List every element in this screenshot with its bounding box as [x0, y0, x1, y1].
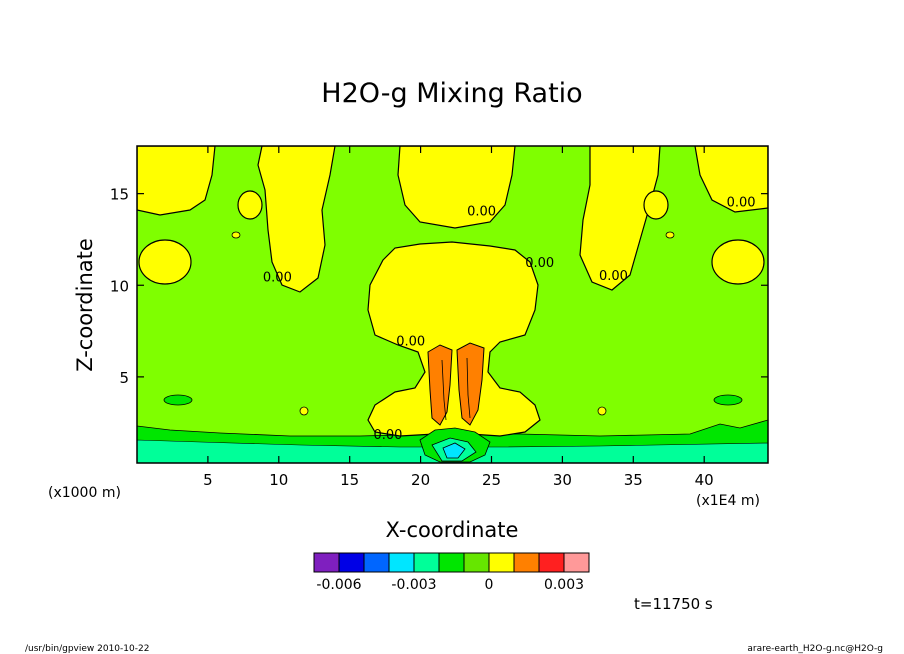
colorbar-tick-label: -0.003: [391, 577, 436, 593]
colorbar-swatch: [413, 552, 440, 573]
field-positive: [138, 239, 192, 285]
y-tick-label: 10: [110, 277, 129, 295]
contour-label: 0.00: [525, 256, 554, 271]
field-spot: [163, 394, 193, 406]
x-tick-label: 20: [411, 471, 430, 489]
contour-label: 0.00: [263, 271, 292, 286]
y-tick-label: 15: [110, 186, 129, 204]
x-tick-label: 35: [624, 471, 643, 489]
colorbar-tick-label: 0: [485, 577, 494, 593]
colorbar-tick-label: -0.006: [316, 577, 361, 593]
chart-title: H2O-g Mixing Ratio: [321, 78, 582, 109]
field-spot: [597, 406, 607, 416]
colorbar-swatch: [488, 552, 515, 573]
footer-right: arare-earth_H2O-g.nc@H2O-g: [747, 644, 883, 654]
contour-field: [137, 146, 768, 463]
colorbar-swatch: [388, 552, 415, 573]
colorbar-swatch: [363, 552, 390, 573]
colorbar-swatch: [538, 552, 565, 573]
x-tick-label: 30: [553, 471, 572, 489]
x-tick-label: 15: [340, 471, 359, 489]
colorbar-swatch: [338, 552, 365, 573]
x-tick-label: 40: [695, 471, 714, 489]
field-thin-contour: [441, 357, 471, 421]
contour-label: 0.00: [599, 269, 628, 284]
colorbar-swatch: [313, 552, 340, 573]
field-spot: [713, 394, 743, 406]
field-positive: [694, 146, 768, 213]
field-spot: [665, 231, 675, 239]
field-positive: [643, 190, 669, 220]
field-positive: [257, 146, 336, 293]
x-tick-label: 25: [482, 471, 501, 489]
x-axis: 5 10 15 20 25 30 35 40: [203, 146, 714, 489]
y-tick-label: 5: [119, 369, 129, 387]
x-unit-label: (x1E4 m): [696, 493, 760, 509]
field-spot: [231, 231, 241, 239]
x-tick-label: 10: [269, 471, 288, 489]
colorbar-tick-label: 0.003: [544, 577, 584, 593]
field-positive-high: [456, 342, 485, 426]
field-positive: [579, 146, 661, 291]
footer-left: /usr/bin/gpview 2010-10-22: [25, 644, 149, 654]
colorbar-swatch: [513, 552, 540, 573]
field-positive-high: [427, 344, 453, 426]
field-negative-core-high: [442, 442, 466, 459]
y-axis-label: Z-coordinate: [73, 238, 97, 372]
colorbar-swatch: [563, 552, 590, 573]
contour-labels: 0.00 0.00 0.00 0.00 0.00 0.00 0.00: [263, 195, 756, 443]
field-positive: [367, 241, 541, 437]
contour-label: 0.00: [727, 195, 756, 210]
field-positive: [711, 239, 765, 285]
y-unit-label: (x1000 m): [48, 485, 121, 501]
plot-frame: [136, 145, 769, 464]
x-axis-label: X-coordinate: [386, 518, 519, 542]
contour-label: 0.00: [374, 428, 403, 443]
y-axis: 5 10 15: [110, 186, 768, 387]
colorbar-swatch: [463, 552, 490, 573]
colorbar: [313, 552, 590, 573]
field-positive: [137, 146, 216, 216]
time-label: t=11750 s: [634, 595, 713, 613]
field-spot: [299, 406, 309, 416]
field-positive: [237, 190, 263, 220]
field-positive: [397, 146, 516, 229]
colorbar-swatch: [438, 552, 465, 573]
contour-label: 0.00: [396, 335, 425, 350]
contour-label: 0.00: [467, 205, 496, 220]
colorbar-ticks: -0.006 -0.003 0 0.003: [316, 577, 584, 593]
x-tick-label: 5: [203, 471, 213, 489]
